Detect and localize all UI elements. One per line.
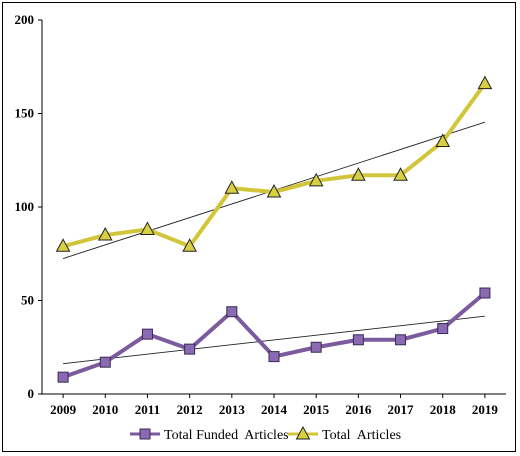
x-tick-label: 2011 xyxy=(135,402,160,417)
data-point xyxy=(437,323,449,335)
legend-marker xyxy=(295,425,311,440)
series-1 xyxy=(57,287,491,383)
x-tick-label: 2012 xyxy=(177,402,203,417)
data-point xyxy=(140,221,155,235)
legend-label: Total Articles xyxy=(322,428,401,443)
x-tick-label: 2019 xyxy=(472,402,499,417)
x-tick-label: 2010 xyxy=(92,402,118,417)
data-point xyxy=(268,351,280,363)
data-point xyxy=(308,172,324,187)
y-tick-label: 100 xyxy=(15,199,35,214)
data-point xyxy=(435,133,451,148)
data-point xyxy=(97,227,113,241)
series-line xyxy=(62,291,487,380)
data-point xyxy=(184,343,196,355)
data-point xyxy=(226,306,238,318)
data-point xyxy=(141,328,153,340)
legend-item-2: Total Articles xyxy=(288,425,401,443)
data-point xyxy=(352,334,364,346)
data-point xyxy=(479,287,491,299)
x-tick-label: 2015 xyxy=(303,402,330,417)
data-point xyxy=(55,238,71,252)
data-point xyxy=(310,341,322,353)
data-point xyxy=(182,238,197,252)
axes: 0 50 100 150 200 2009 2010 2011 2012 2013 2014 2015… xyxy=(15,12,506,417)
x-tick-label: 2016 xyxy=(345,402,372,417)
series-2 xyxy=(55,75,493,252)
x-tick-label: 2014 xyxy=(261,402,288,417)
series-line xyxy=(62,82,487,249)
data-point xyxy=(395,334,407,346)
data-point xyxy=(351,167,366,181)
y-tick-label: 0 xyxy=(28,386,35,401)
y-tick-label: 200 xyxy=(15,12,35,27)
legend-item-1: Total Funded Articles xyxy=(130,428,289,443)
data-point xyxy=(224,180,240,194)
legend-label: Total Funded Articles xyxy=(164,428,289,443)
x-tick-label: 2017 xyxy=(388,402,415,417)
x-tick-label: 2018 xyxy=(430,402,457,417)
data-point xyxy=(393,167,408,181)
chart-frame xyxy=(2,2,516,452)
data-point xyxy=(266,183,282,198)
trendline xyxy=(63,315,485,365)
data-point xyxy=(57,371,69,383)
y-tick-label: 150 xyxy=(15,106,35,121)
x-tick-label: 2009 xyxy=(50,402,77,417)
x-tick-label: 2013 xyxy=(219,402,246,417)
series-group xyxy=(55,75,493,383)
data-point xyxy=(99,356,111,368)
data-point xyxy=(477,75,493,90)
legend-marker xyxy=(139,428,151,440)
y-tick-label: 50 xyxy=(21,293,34,308)
legend: Total Funded Articles Total Articles xyxy=(130,425,401,443)
